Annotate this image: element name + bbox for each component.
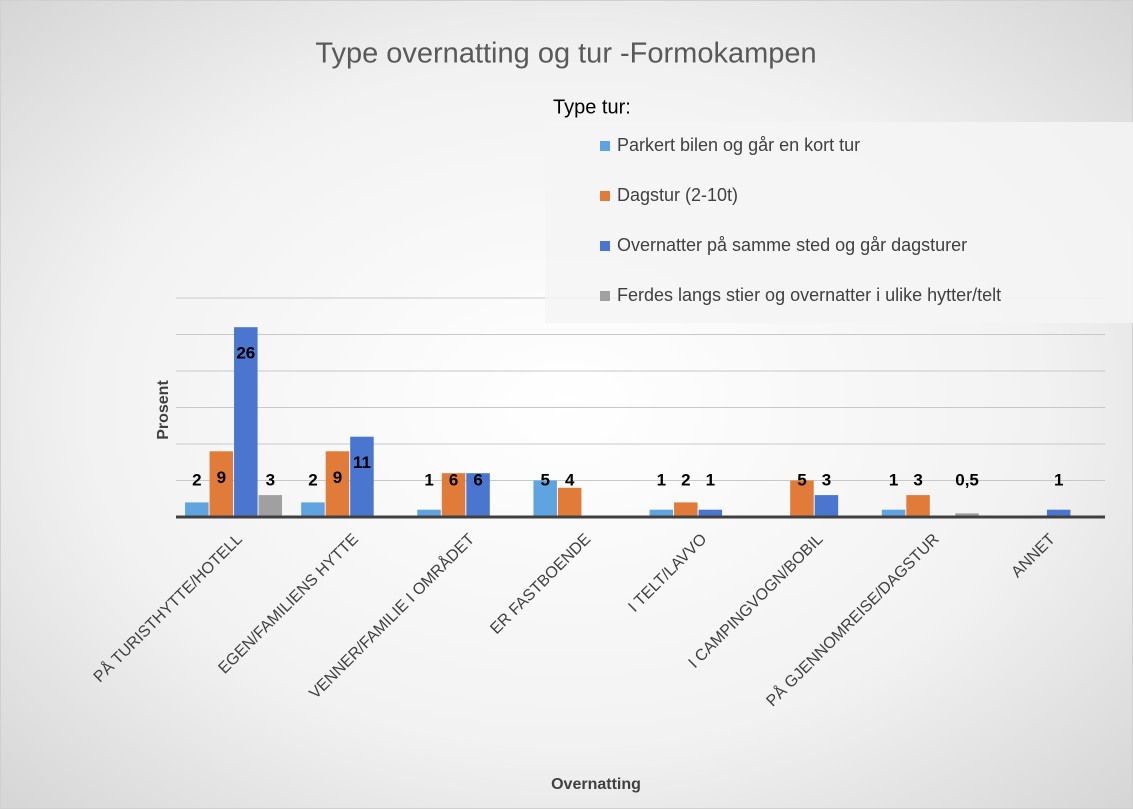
legend-swatch <box>600 241 610 251</box>
legend-label: Overnatter på samme sted og går dagsture… <box>617 235 967 255</box>
data-label: 2 <box>681 470 690 489</box>
bar <box>258 495 283 517</box>
data-label: 1 <box>706 470 715 489</box>
bar <box>955 513 979 517</box>
data-label: 0,5 <box>955 470 979 489</box>
data-label: 3 <box>266 470 275 489</box>
data-label: 3 <box>822 470 831 489</box>
data-label: 9 <box>217 468 226 487</box>
bar <box>881 509 906 517</box>
data-label: 1 <box>1054 470 1063 489</box>
bar <box>1046 509 1071 517</box>
legend: Type tur: Parkert bilen og går en kort t… <box>545 96 1133 323</box>
data-label: 1 <box>424 470 433 489</box>
data-label: 6 <box>473 470 482 489</box>
legend-title: Type tur: <box>553 96 631 118</box>
bar <box>466 473 490 517</box>
data-label: 2 <box>308 470 317 489</box>
data-label: 9 <box>333 468 342 487</box>
bar <box>234 327 258 517</box>
bar <box>557 487 582 517</box>
data-label: 6 <box>449 470 458 489</box>
bar <box>301 502 325 517</box>
chart-title: Type overnatting og tur -Formokampen <box>315 38 816 70</box>
bar <box>417 509 441 517</box>
bar <box>814 495 839 517</box>
data-label: 5 <box>540 470 549 489</box>
data-label: 26 <box>236 344 255 363</box>
bar <box>649 509 674 517</box>
bar <box>533 480 557 517</box>
bar <box>325 451 350 517</box>
legend-swatch <box>600 141 610 151</box>
data-label: 3 <box>913 470 922 489</box>
bar <box>209 451 234 517</box>
data-label: 5 <box>797 470 806 489</box>
data-label: 1 <box>889 470 898 489</box>
bar <box>350 436 374 517</box>
data-label: 11 <box>353 453 371 472</box>
bar <box>674 502 698 517</box>
bar <box>906 495 930 517</box>
legend-label: Parkert bilen og går en kort tur <box>617 135 860 155</box>
data-label: 1 <box>657 470 666 489</box>
legend-box <box>545 122 1133 323</box>
data-label: 2 <box>192 470 201 489</box>
y-axis-label: Prosent <box>155 380 172 440</box>
data-label: 4 <box>565 470 575 489</box>
bar <box>790 480 814 517</box>
bar <box>185 502 209 517</box>
bar <box>698 509 723 517</box>
bar <box>441 473 466 517</box>
legend-label: Dagstur (2-10t) <box>617 185 738 205</box>
legend-label: Ferdes langs stier og overnatter i ulike… <box>617 285 1001 305</box>
legend-swatch <box>600 291 610 301</box>
x-axis-label: Overnatting <box>551 776 641 793</box>
legend-swatch <box>600 191 610 201</box>
